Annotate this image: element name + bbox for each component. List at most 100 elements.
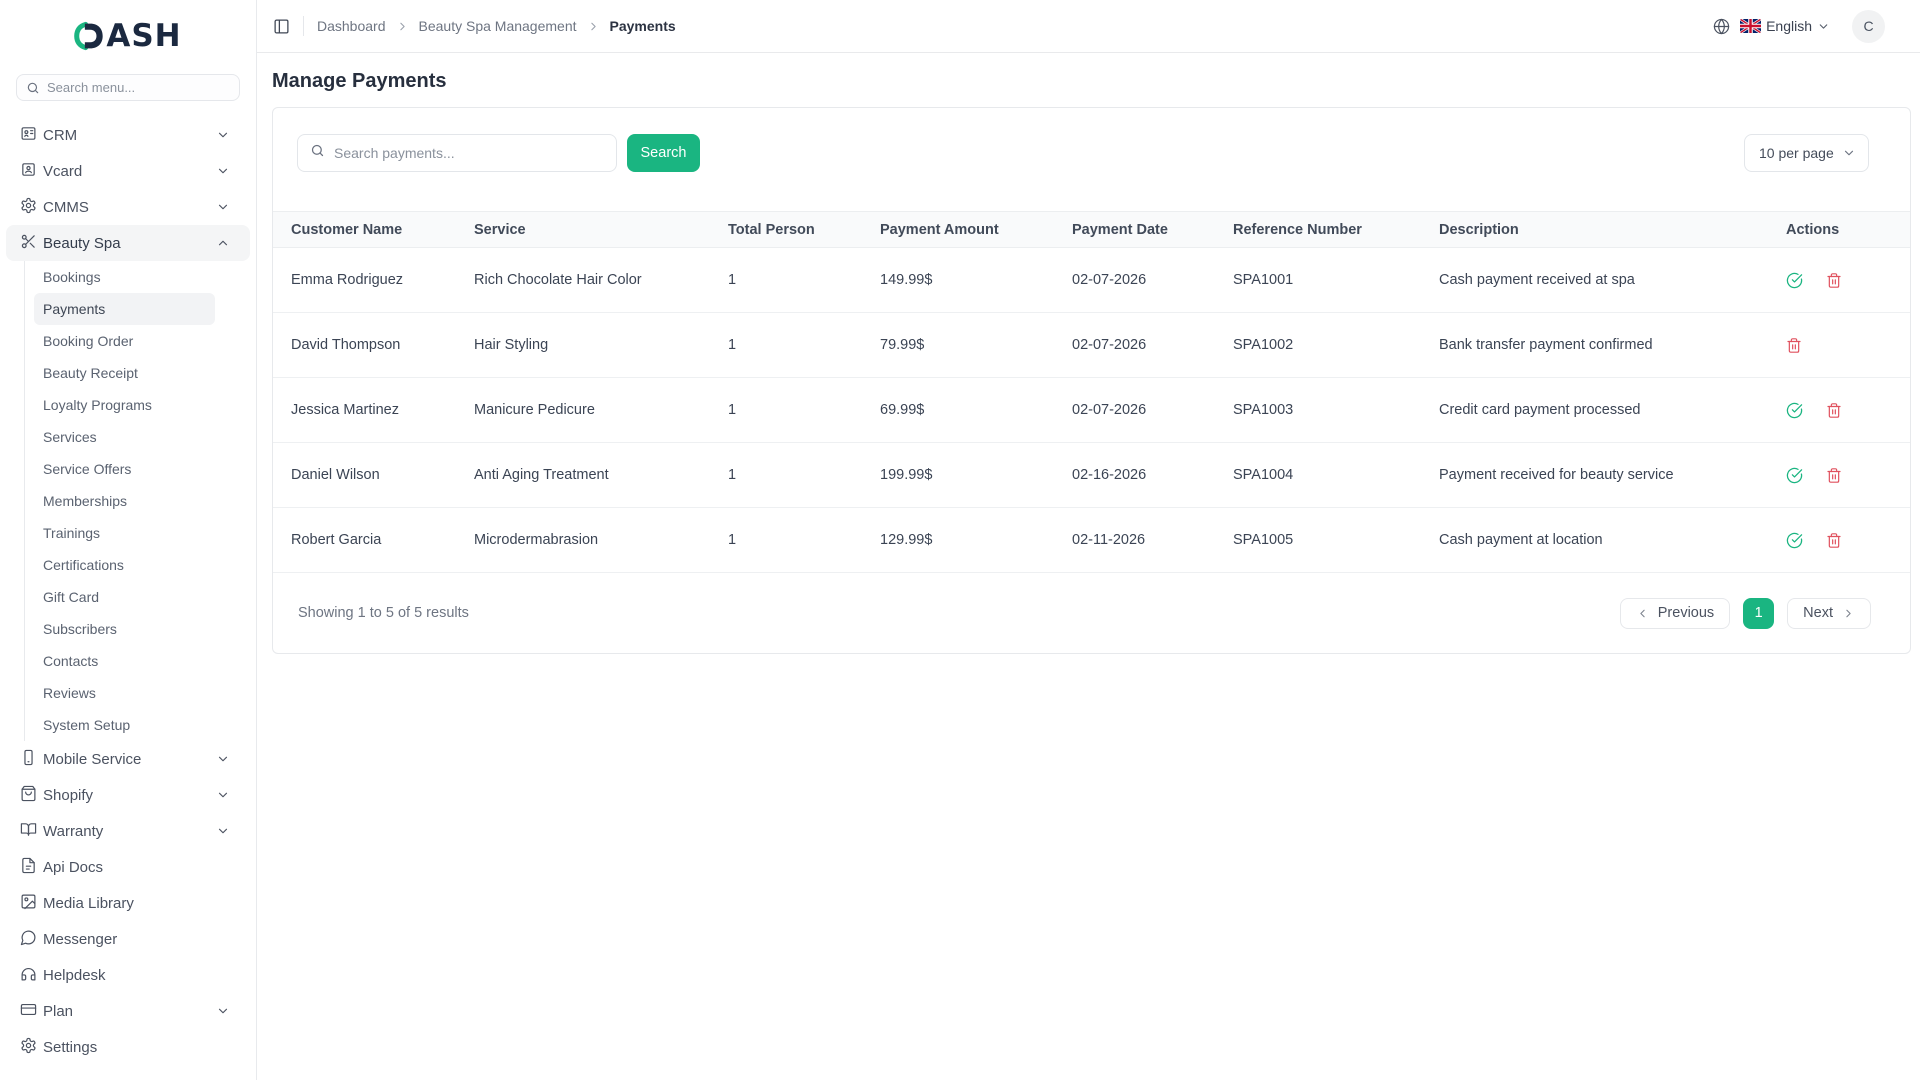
uk-flag-icon (1740, 19, 1761, 33)
chat-bubble-icon (20, 929, 37, 950)
column-payment-amount: Payment Amount (880, 212, 1072, 248)
subitem-label: Loyalty Programs (43, 397, 152, 413)
scissors-icon (20, 233, 37, 254)
brand-logo[interactable]: ASH (0, 0, 256, 54)
table-header-row: Customer Name Service Total Person Payme… (273, 212, 1910, 248)
sidebar-item-label: Vcard (43, 163, 210, 180)
sidebar-item-warranty[interactable]: Warranty (6, 813, 250, 849)
sidebar-item-shopify[interactable]: Shopify (6, 777, 250, 813)
column-service: Service (474, 212, 728, 248)
payments-search-input[interactable] (334, 145, 604, 161)
breadcrumb-dashboard[interactable]: Dashboard (317, 18, 386, 34)
cell-service: Manicure Pedicure (474, 378, 728, 443)
breadcrumb-beauty-spa-management[interactable]: Beauty Spa Management (419, 18, 577, 34)
cell-reference: SPA1002 (1233, 313, 1439, 378)
sidebar-subitem-certifications[interactable]: Certifications (25, 549, 215, 581)
contact-card-icon (20, 161, 37, 182)
sidebar-item-cmms[interactable]: CMMS (6, 189, 250, 225)
sidebar-item-label: Messenger (43, 931, 230, 948)
cell-reference: SPA1004 (1233, 443, 1439, 508)
sidebar-subitem-payments[interactable]: Payments (34, 293, 215, 325)
topbar: Dashboard Beauty Spa Management Payments… (257, 0, 1920, 53)
sidebar-subitem-loyalty-programs[interactable]: Loyalty Programs (25, 389, 215, 421)
sidebar-subitem-booking-order[interactable]: Booking Order (25, 325, 215, 357)
delete-trash-icon[interactable] (1786, 337, 1802, 354)
sidebar-toggle-icon[interactable] (273, 18, 290, 35)
credit-card-icon (20, 1001, 37, 1022)
avatar[interactable]: C (1852, 10, 1885, 43)
cell-description: Cash payment at location (1439, 508, 1786, 573)
delete-trash-icon[interactable] (1826, 402, 1842, 419)
logo-text: ASH (106, 19, 181, 53)
sidebar-subitem-beauty-receipt[interactable]: Beauty Receipt (25, 357, 215, 389)
sidebar-item-label: CRM (43, 127, 210, 144)
table-row: Emma Rodriguez Rich Chocolate Hair Color… (273, 248, 1910, 313)
subitem-label: Service Offers (43, 461, 131, 477)
delete-trash-icon[interactable] (1826, 272, 1842, 289)
approve-check-icon[interactable] (1786, 467, 1803, 484)
chevron-down-icon (1842, 146, 1856, 160)
globe-icon[interactable] (1713, 18, 1730, 35)
approve-check-icon[interactable] (1786, 402, 1803, 419)
sidebar-item-mobile-service[interactable]: Mobile Service (6, 741, 250, 777)
subitem-label: Payments (43, 301, 105, 317)
sidebar-item-beauty-spa[interactable]: Beauty Spa (6, 225, 250, 261)
approve-check-icon[interactable] (1786, 272, 1803, 289)
subitem-label: Gift Card (43, 589, 99, 605)
cell-reference: SPA1001 (1233, 248, 1439, 313)
search-button[interactable]: Search (627, 134, 700, 172)
sidebar-item-label: Mobile Service (43, 751, 210, 768)
sidebar-item-vcard[interactable]: Vcard (6, 153, 250, 189)
approve-check-icon[interactable] (1786, 532, 1803, 549)
sidebar-subitem-contacts[interactable]: Contacts (25, 645, 215, 677)
payments-card: Search 10 per page Customer Name S (272, 107, 1911, 654)
subitem-label: Beauty Receipt (43, 365, 138, 381)
search-icon (310, 143, 325, 163)
cell-total-person: 1 (728, 378, 880, 443)
next-page-button[interactable]: Next (1787, 598, 1871, 629)
sidebar-item-label: Api Docs (43, 859, 230, 876)
language-selector[interactable]: English (1740, 18, 1830, 34)
sidebar-subitem-services[interactable]: Services (25, 421, 215, 453)
sidebar-item-plan[interactable]: Plan (6, 993, 250, 1029)
per-page-select[interactable]: 10 per page (1744, 134, 1869, 172)
subitem-label: Booking Order (43, 333, 133, 349)
column-actions: Actions (1786, 212, 1910, 248)
sidebar-subitem-gift-card[interactable]: Gift Card (25, 581, 215, 613)
sidebar-subitem-subscribers[interactable]: Subscribers (25, 613, 215, 645)
cell-reference: SPA1003 (1233, 378, 1439, 443)
subitem-label: Trainings (43, 525, 100, 541)
delete-trash-icon[interactable] (1826, 532, 1842, 549)
smartphone-icon (20, 749, 37, 770)
sidebar-item-label: Settings (43, 1039, 230, 1056)
cell-service: Rich Chocolate Hair Color (474, 248, 728, 313)
topbar-divider (303, 16, 304, 36)
sidebar-subitem-reviews[interactable]: Reviews (25, 677, 215, 709)
sidebar-subitem-bookings[interactable]: Bookings (25, 261, 215, 293)
sidebar-item-label: Helpdesk (43, 967, 230, 984)
subitem-label: System Setup (43, 717, 130, 733)
sidebar-item-media-library[interactable]: Media Library (6, 885, 250, 921)
chevron-down-icon (216, 752, 230, 766)
delete-trash-icon[interactable] (1826, 467, 1842, 484)
page-number-button[interactable]: 1 (1743, 598, 1774, 629)
sidebar-item-crm[interactable]: CRM (6, 117, 250, 153)
sidebar-item-label: Beauty Spa (43, 235, 210, 252)
shopping-bag-icon (20, 785, 37, 806)
previous-page-button[interactable]: Previous (1620, 598, 1730, 629)
sidebar-subitem-memberships[interactable]: Memberships (25, 485, 215, 517)
cell-customer: Emma Rodriguez (273, 248, 474, 313)
sidebar-subitem-trainings[interactable]: Trainings (25, 517, 215, 549)
sidebar-search-input[interactable] (47, 80, 230, 95)
sidebar-item-helpdesk[interactable]: Helpdesk (6, 957, 250, 993)
chevron-left-icon (1636, 607, 1649, 620)
sidebar-subitem-system-setup[interactable]: System Setup (25, 709, 215, 741)
sidebar-item-api-docs[interactable]: Api Docs (6, 849, 250, 885)
sidebar-item-settings[interactable]: Settings (6, 1029, 250, 1065)
sidebar-subitem-service-offers[interactable]: Service Offers (25, 453, 215, 485)
cell-amount: 129.99$ (880, 508, 1072, 573)
chevron-down-icon (216, 164, 230, 178)
next-label: Next (1803, 605, 1833, 621)
sidebar-item-messenger[interactable]: Messenger (6, 921, 250, 957)
chevron-right-icon (1842, 607, 1855, 620)
